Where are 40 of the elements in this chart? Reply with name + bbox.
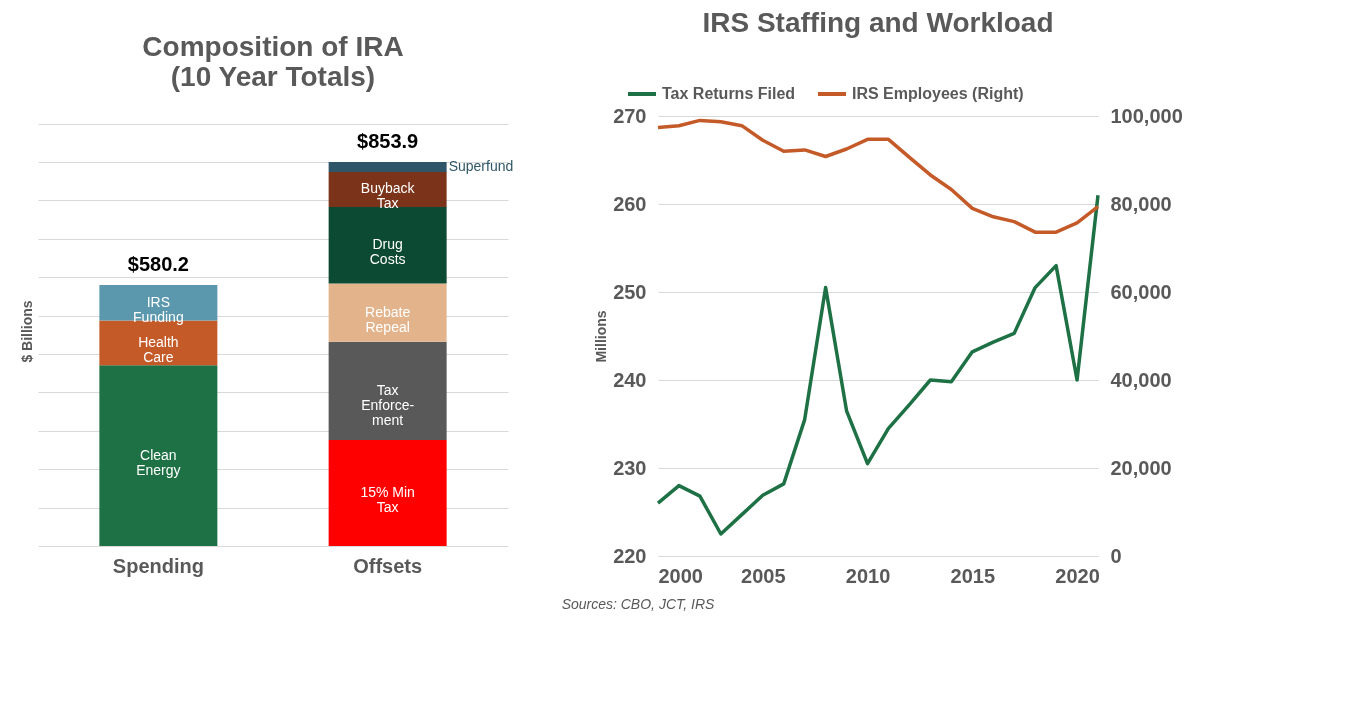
series-label: 15% Min Tax: [360, 483, 415, 515]
series-label: Buyback Tax: [360, 180, 416, 212]
y2-tick-label: 100,000: [1110, 104, 1183, 127]
y-tick-label: 230: [613, 456, 647, 479]
annotation: $853.9: [357, 130, 419, 153]
y2-tick-label: 0: [1110, 544, 1122, 567]
x-tick-label: 2010: [845, 564, 891, 587]
y-tick-label: 220: [613, 544, 647, 567]
line-series: [656, 193, 1100, 536]
chart-title: IRS Staffing and Workload: [702, 7, 1054, 38]
y-tick-label: 250: [613, 280, 647, 303]
x-tick-label: Spending: [112, 554, 204, 577]
text: Composition of IRA: [142, 31, 404, 62]
y-axis-title: $ Billions: [18, 300, 35, 363]
series-label: Clean Energy: [136, 446, 181, 478]
series-label: Drug Costs: [369, 236, 406, 268]
x-tick-label: 2000: [658, 564, 703, 587]
source-note: Sources: CBO, JCT, IRS: [561, 596, 716, 612]
legend-label: IRS Employees (Right): [852, 85, 1024, 102]
series-label: Superfund: [448, 158, 514, 174]
text: (10 Year Totals): [170, 61, 376, 92]
y2-tick-label: 40,000: [1110, 368, 1172, 391]
line-series: [656, 118, 1100, 234]
series-label: Health Care: [138, 333, 179, 365]
series-label: Rebate Repeal: [365, 303, 411, 335]
y2-tick-label: 80,000: [1110, 192, 1172, 215]
y-tick-label: 260: [613, 192, 647, 215]
y2-tick-label: 60,000: [1110, 280, 1172, 303]
x-tick-label: Offsets: [353, 554, 423, 577]
x-tick-label: 2020: [1055, 564, 1100, 587]
y-tick-label: 270: [613, 104, 647, 127]
y2-tick-label: 20,000: [1110, 456, 1172, 479]
series-label: Tax Enforce- ment: [361, 381, 415, 428]
series-label: IRS Funding: [133, 293, 184, 325]
annotation: $580.2: [127, 253, 189, 276]
legend-label: Tax Returns Filed: [662, 85, 796, 102]
x-tick-label: 2015: [950, 564, 996, 587]
y-tick-label: 240: [613, 368, 647, 391]
y-axis-title: Millions: [593, 310, 610, 363]
x-tick-label: 2005: [741, 564, 786, 587]
